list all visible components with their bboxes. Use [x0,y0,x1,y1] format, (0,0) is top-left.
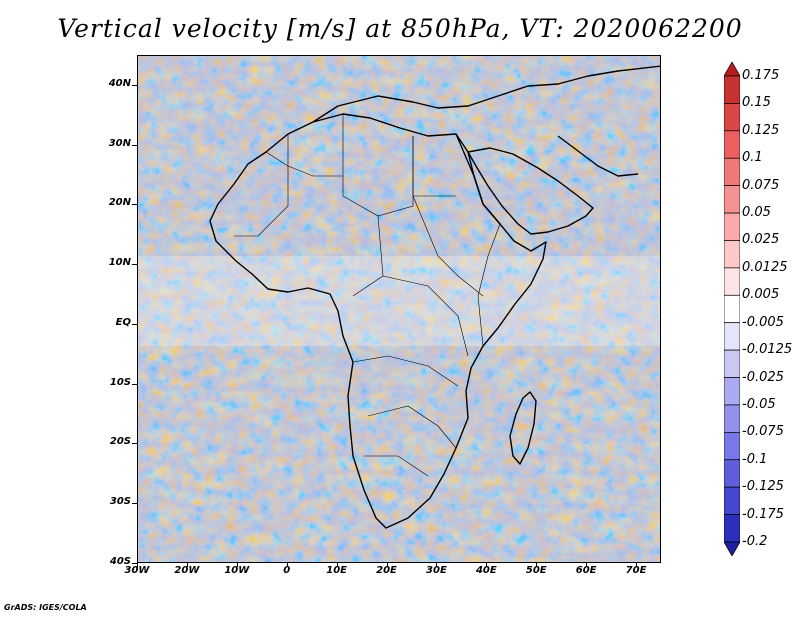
colorbar-bin [724,103,740,132]
lat-tick-mark [132,383,137,385]
lat-tick-label: 10S [109,376,131,388]
colorbar-bin [724,459,740,488]
colorbar-level-label: -0.025 [742,369,784,385]
lon-tick-label: 30E [426,565,447,576]
colorbar-level-label: -0.005 [742,314,784,330]
colorbar-bin [724,514,740,543]
lat-tick-label: 20S [109,436,131,448]
colorbar-bin [724,267,740,296]
colorbar-bin [724,486,740,515]
persian-gulf-coast [557,135,639,177]
colorbar-bin [724,404,740,433]
colorbar-level-label: 0.1 [742,150,763,166]
colorbar-bin [724,157,740,186]
colorbar-level-label: -0.125 [742,479,784,495]
lon-tick-mark [186,563,188,567]
velocity-field-streaks [138,56,660,562]
lat-tick-label: EQ [115,316,131,328]
lon-tick-label: 10E [326,565,347,576]
lon-tick-mark [586,563,588,567]
colorbar-level-label: 0.125 [742,122,780,138]
africa-coastline [209,113,547,529]
map-plot-area [137,55,661,563]
colorbar-level-label: 0.075 [742,177,780,193]
lon-tick-mark [386,563,388,567]
colorbar-level-label: 0.175 [742,68,780,83]
colorbar-bin [724,240,740,269]
colorbar-bin [724,349,740,378]
colorbar-bin [724,130,740,159]
lat-tick-mark [132,204,137,206]
lon-tick-label: 20E [376,565,397,576]
colorbar-level-label: 0.05 [742,205,771,221]
colorbar-level-label: 0.025 [742,232,780,248]
lat-tick-mark [132,563,137,564]
colorbar-bin [724,322,740,351]
lon-tick-label: 50E [525,565,547,576]
colorbar-max-arrow [724,62,740,77]
grads-credit: GrADS: IGES/COLA [4,603,87,612]
lon-tick-mark [336,563,338,567]
lon-tick-label: 60E [575,565,597,576]
colorbar-level-label: -0.05 [742,396,776,412]
colorbar-min-arrow [724,541,740,556]
lat-tick-label: 40S [109,556,131,567]
lat-tick-mark [132,84,137,86]
lat-tick-mark [132,503,137,505]
lon-tick-label: 20W [174,565,200,576]
colorbar-level-label: -0.075 [742,424,784,440]
lat-tick-mark [132,323,137,325]
mediterranean-coast [312,65,660,123]
lon-tick-mark [436,563,438,567]
lat-tick-label: 30S [109,496,131,508]
colorbar [724,62,740,556]
colorbar-bin [724,212,740,241]
colorbar-level-label: -0.2 [742,534,768,549]
colorbar-bin [724,432,740,461]
lat-tick-mark [132,264,137,266]
velocity-map [138,56,660,562]
country-borders [234,114,501,477]
lat-tick-label: 30N [108,137,131,149]
lon-tick-mark [536,563,538,567]
lon-tick-mark [286,563,288,567]
colorbar-level-label: -0.175 [742,506,784,522]
lon-tick-mark [636,563,638,567]
lon-tick-label: 0 [283,565,291,576]
madagascar-coastline [509,391,537,465]
lon-tick-mark [236,563,238,567]
lon-tick-label: 40E [475,565,497,576]
coastlines [209,65,660,529]
arabia-coastline [467,147,594,235]
map-title: Vertical velocity [m/s] at 850hPa, VT: 2… [57,14,743,43]
colorbar-bin [724,75,740,104]
colorbar-level-label: -0.1 [742,451,768,467]
lat-tick-label: 20N [108,197,131,209]
lat-tick-mark [132,443,137,445]
colorbar-level-label: 0.005 [742,287,780,303]
lon-tick-mark [486,563,488,567]
colorbar-bin [724,185,740,214]
lat-tick-mark [132,144,137,146]
colorbar-bin [724,377,740,406]
colorbar-level-label: -0.0125 [742,342,793,358]
colorbar-bin [724,294,740,324]
colorbar-level-label: 0.15 [742,95,771,111]
colorbar-level-label: 0.0125 [742,259,788,275]
lon-tick-mark [137,563,138,567]
lat-tick-label: 10N [108,257,131,269]
lon-tick-label: 10W [224,565,250,576]
lat-tick-label: 40N [108,77,131,89]
red-sea-coast [455,133,501,225]
equatorial-band [138,256,660,346]
lon-tick-label: 70E [625,565,647,576]
lon-tick-label: 30W [124,565,150,576]
